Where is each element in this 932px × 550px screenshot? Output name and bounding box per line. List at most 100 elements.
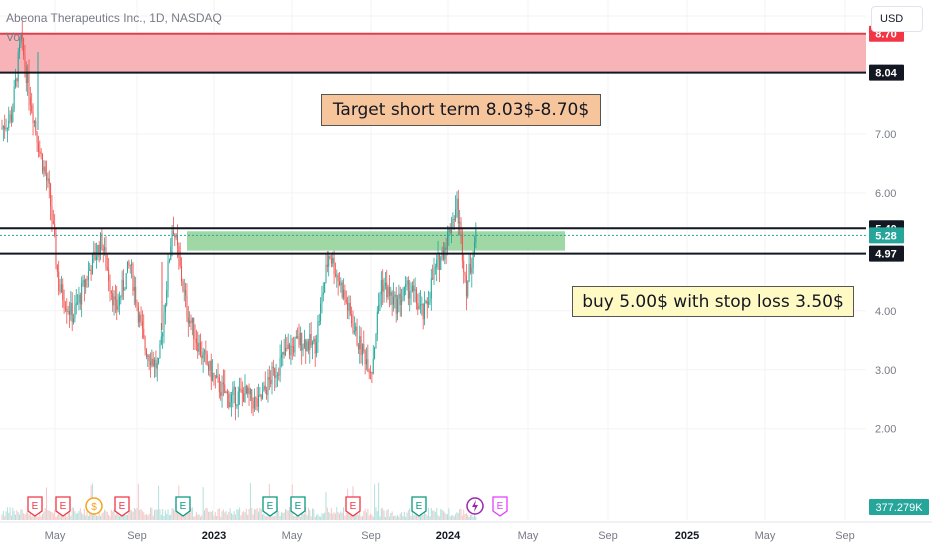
candle-body	[442, 250, 444, 260]
volume-bar	[31, 516, 33, 520]
volume-bar	[445, 513, 447, 520]
volume-bar	[313, 509, 315, 520]
candle-body	[322, 292, 324, 296]
volume-bar	[355, 511, 357, 520]
volume-bar	[1, 514, 3, 520]
candle-body	[156, 363, 158, 369]
earnings-icon-label: E	[350, 501, 357, 512]
event-marker-earnings[interactable]: E	[411, 496, 427, 517]
volume-bar	[386, 510, 388, 520]
volume-bar	[248, 508, 250, 520]
target-annotation[interactable]: Target short term 8.03$-8.70$	[321, 94, 601, 126]
event-marker-earnings[interactable]: E	[175, 496, 191, 517]
candle-body	[154, 360, 156, 367]
candle-body	[459, 221, 461, 224]
volume-bar	[356, 510, 358, 520]
candle-body	[12, 108, 14, 122]
candle-body	[451, 229, 453, 233]
price-axis[interactable]: 9.007.006.004.003.002.008.708.045.405.28…	[869, 11, 929, 515]
candle-body	[139, 314, 141, 323]
volume-bar	[47, 509, 49, 520]
volume-bar	[251, 507, 253, 520]
volume-bar	[258, 511, 259, 520]
volume-bar	[322, 513, 324, 520]
volume-bar	[407, 510, 409, 520]
volume-bar	[345, 513, 347, 520]
volume-bar	[337, 512, 339, 520]
event-marker-earnings[interactable]: E	[114, 496, 130, 517]
event-markers[interactable]: E E $ E E E E E E E	[27, 496, 508, 517]
volume-bar	[120, 514, 122, 520]
currency-button[interactable]: USD	[871, 6, 923, 32]
candle-body	[256, 398, 258, 407]
candle-body	[370, 371, 372, 373]
candle-body	[98, 244, 100, 256]
candle-body	[109, 281, 111, 291]
volume-bar	[409, 508, 411, 520]
volume-bar	[399, 513, 401, 520]
candle-body	[155, 360, 157, 369]
event-marker-earnings[interactable]: E	[290, 496, 306, 517]
earnings-icon-label: E	[32, 501, 39, 512]
volume-bar	[202, 487, 204, 520]
x-tick-label: 2023	[202, 530, 226, 542]
volume-bar	[129, 509, 131, 520]
candle-body	[263, 385, 265, 392]
candle-body	[4, 126, 6, 130]
candle-body	[366, 359, 367, 365]
candle-body	[221, 382, 223, 396]
volume-bar	[64, 513, 66, 520]
volume-bar	[59, 513, 61, 520]
candle-body	[50, 183, 52, 207]
candle-body	[240, 388, 242, 390]
price-zones	[0, 33, 866, 251]
buy-annotation[interactable]: buy 5.00$ with stop loss 3.50$	[572, 286, 854, 317]
volume-bar	[406, 512, 408, 520]
volume-bar	[294, 516, 296, 520]
event-marker-split[interactable]: $	[85, 497, 103, 515]
candle-body	[378, 304, 380, 312]
volume-bar	[163, 516, 165, 520]
volume-bar	[164, 510, 166, 520]
candle-body	[2, 126, 4, 129]
earnings-icon-label: E	[60, 501, 67, 512]
volume-bar	[467, 514, 469, 520]
volume-bar	[282, 512, 284, 520]
candle-body	[63, 300, 65, 308]
event-marker-earnings[interactable]: E	[55, 496, 71, 517]
symbol-title[interactable]: Abeona Therapeutics Inc., 1D, NASDAQ	[6, 11, 222, 25]
volume-bar	[283, 512, 285, 520]
candle-body	[148, 355, 150, 362]
buy-zone	[187, 231, 565, 251]
volume-bar	[170, 514, 172, 520]
candle-body	[405, 284, 407, 287]
volume-bar	[324, 512, 326, 520]
event-marker-earnings[interactable]: E	[492, 496, 508, 517]
volume-bar	[147, 515, 149, 520]
time-axis[interactable]: May Sep 2023 May Sep 2024 May Sep 2025 May Sep	[0, 521, 932, 542]
event-marker-news[interactable]	[466, 497, 484, 515]
candle-body	[341, 282, 343, 298]
volume-bar	[66, 516, 68, 520]
earnings-icon	[345, 496, 361, 517]
volume-bar	[428, 508, 430, 520]
candle-body	[391, 291, 393, 305]
volume-bar	[13, 510, 15, 520]
event-marker-earnings[interactable]: E	[262, 496, 278, 517]
volume-bar	[36, 516, 38, 520]
candle-body	[440, 257, 442, 270]
volume-bar	[398, 516, 400, 520]
candle-body	[438, 255, 440, 270]
x-tick-label: May	[755, 530, 776, 542]
volume-bar	[81, 512, 83, 520]
event-marker-earnings[interactable]: E	[345, 496, 361, 517]
event-marker-earnings[interactable]: E	[27, 496, 43, 517]
volume-indicator-label[interactable]: Vol	[6, 30, 23, 44]
candle-body	[321, 295, 323, 304]
volume-bar	[121, 514, 123, 520]
volume-bar	[50, 511, 52, 520]
candle-body	[433, 268, 435, 280]
volume-bar	[325, 491, 327, 520]
candle-body	[117, 305, 119, 310]
